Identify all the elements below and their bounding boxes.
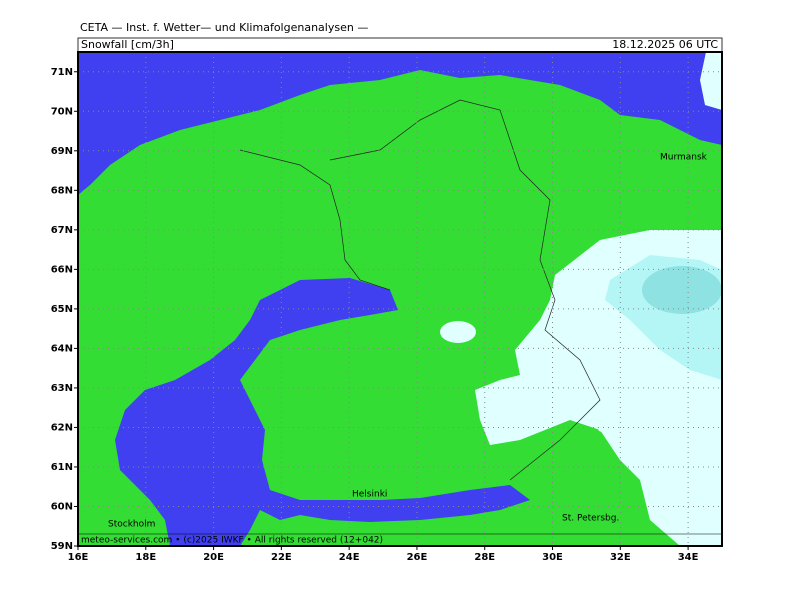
y-tick-label: 59N — [51, 541, 73, 552]
x-tick-label: 28E — [474, 552, 495, 563]
border — [329, 99, 601, 481]
y-tick-label: 67N — [51, 225, 73, 236]
y-tick-label: 66N — [51, 264, 73, 275]
northern-sea — [78, 52, 722, 195]
place-label: Stockholm — [108, 520, 155, 530]
snow-heavy — [642, 266, 722, 314]
header: CETA — Inst. f. Wetter— und Klimafolgena… — [80, 21, 368, 34]
x-tick-label: 32E — [610, 552, 631, 563]
x-tick-label: 18E — [135, 552, 156, 563]
snow-patch — [700, 52, 722, 110]
baltic-sea — [115, 278, 530, 546]
credit: meteo-services.com • (c)2025 IWKF • All … — [81, 536, 383, 546]
y-tick-label: 60N — [51, 501, 73, 512]
x-tick-label: 22E — [271, 552, 292, 563]
frame — [77, 51, 723, 547]
map-title: Snowfall [cm/3h] — [81, 38, 174, 51]
y-tick-label: 65N — [51, 304, 73, 315]
y-tick-label: 62N — [51, 422, 73, 433]
y-tick-label: 71N — [51, 67, 73, 78]
place-label: Helsinki — [352, 490, 387, 500]
y-tick-label: 70N — [51, 106, 73, 117]
map-area — [78, 52, 722, 546]
snow-patch — [440, 321, 476, 343]
x-tick-label: 30E — [542, 552, 563, 563]
y-tick-label: 68N — [51, 185, 73, 196]
y-tick-label: 64N — [51, 343, 73, 354]
y-tick-label: 63N — [51, 383, 73, 394]
y-tick-label: 61N — [51, 462, 73, 473]
place-label: Murmansk — [660, 153, 708, 163]
place-label: St. Petersbg. — [562, 514, 619, 524]
valid-time: 18.12.2025 06 UTC — [612, 38, 718, 51]
snow-patch — [667, 436, 697, 456]
x-tick-label: 26E — [407, 552, 428, 563]
x-tick-label: 20E — [203, 552, 224, 563]
x-tick-label: 24E — [339, 552, 360, 563]
snow-patch — [598, 425, 618, 433]
y-tick-label: 69N — [51, 146, 73, 157]
border — [239, 149, 391, 291]
x-tick-label: 16E — [68, 552, 89, 563]
x-tick-label: 34E — [678, 552, 699, 563]
